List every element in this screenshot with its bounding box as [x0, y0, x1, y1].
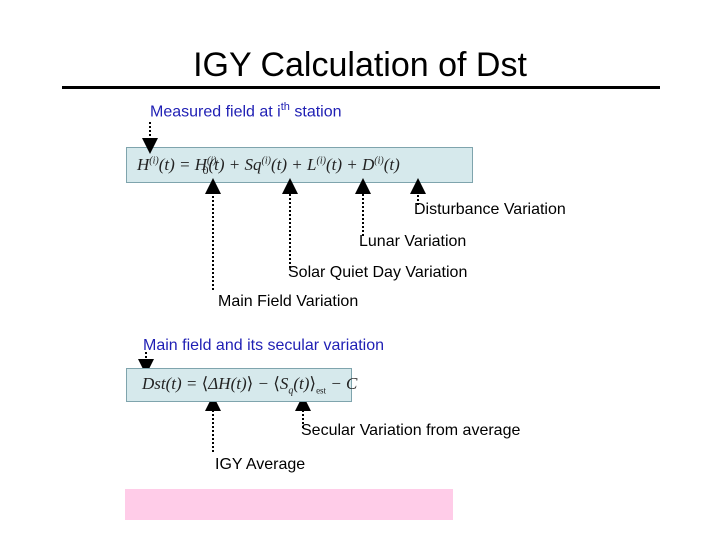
eq1-sup5: (i) — [374, 155, 384, 167]
eq1-H: H — [137, 155, 150, 174]
eq1-sup3: (i) — [261, 155, 271, 167]
eq2-est: est — [316, 385, 327, 396]
title-underline — [62, 86, 660, 89]
eq1-t5: (t) — [383, 155, 400, 174]
secular-variation-label: Secular Variation from average — [301, 422, 521, 439]
eq2-rang1: ⟩ — [246, 374, 254, 393]
dst-equation: Dst(t) = ⟨ΔH(t)⟩ − ⟨Sq(t)⟩est − C — [126, 368, 357, 402]
eq2-t3: (t) — [293, 374, 310, 393]
eq1-Sq: Sq — [244, 155, 262, 174]
eq2-c: − C — [326, 374, 358, 393]
field-decomposition-equation: H(i)(t) = H(i)0(t) + Sq(i)(t) + L(i)(t) … — [126, 147, 473, 183]
measured-sup: th — [280, 101, 290, 113]
eq2-t2: (t) — [230, 374, 247, 393]
eq2-dst: Dst — [142, 374, 166, 393]
eq1-H0: H — [194, 155, 208, 174]
eq1-t1: (t) = — [158, 155, 195, 174]
slide-title: IGY Calculation of Dst — [193, 46, 527, 84]
main-field-secular-label: Main field and its secular variation — [143, 337, 385, 354]
eq2-q: q — [288, 385, 294, 397]
eq2-S: S — [279, 374, 289, 393]
eq2-rang2: ⟩ — [309, 374, 317, 393]
eq2-lang2: ⟨ — [273, 374, 280, 393]
measured-field-label: Measured field at ith station — [150, 101, 342, 121]
eq1-sup4: (i) — [316, 155, 326, 167]
eq2-lang1: ⟨ — [201, 374, 209, 393]
disturbance-variation-label: Disturbance Variation — [414, 201, 566, 218]
eq2-minus: − — [253, 374, 274, 393]
lunar-variation-label: Lunar Variation — [359, 233, 467, 250]
eq2-dh: ΔH — [208, 374, 231, 393]
eq1-t3: (t) + — [270, 155, 308, 174]
eq1-sup1: (i) — [149, 155, 159, 167]
eq1-t4: (t) + — [325, 155, 362, 174]
igy-average-label: IGY Average — [215, 456, 306, 473]
main-field-label: Main Field Variation — [218, 293, 359, 310]
eq1-L: L — [307, 155, 317, 174]
eq1-sub0: 0 — [202, 163, 209, 178]
eq1-D: D — [361, 155, 375, 174]
solar-quiet-label: Solar Quiet Day Variation — [288, 264, 468, 281]
eq1-sup2: (i) — [207, 155, 217, 167]
measured-suffix: station — [289, 103, 342, 121]
eq2-t1: (t) = — [165, 374, 202, 393]
highlight-box — [125, 489, 453, 520]
eq1-t2: (t) + — [208, 155, 245, 174]
measured-prefix: Measured field at i — [150, 103, 281, 121]
